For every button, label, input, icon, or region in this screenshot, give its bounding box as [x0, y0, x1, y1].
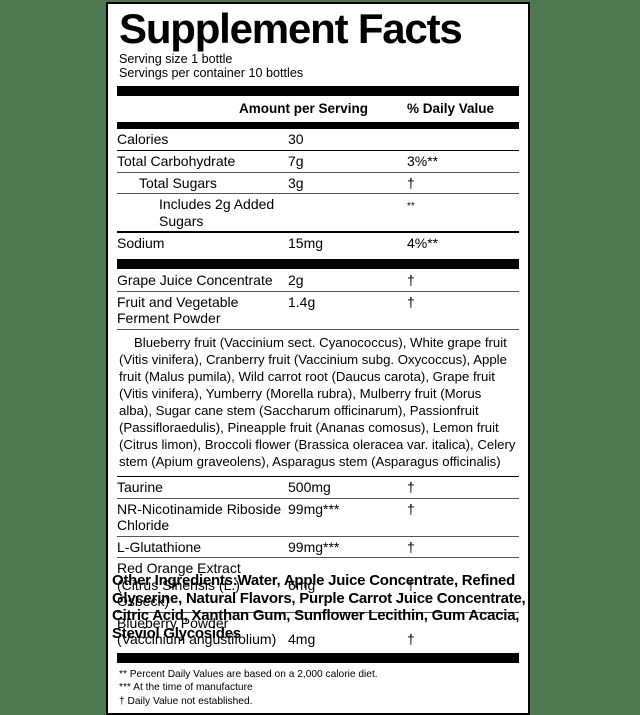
row-name: Includes 2g Added Sugars: [159, 196, 275, 229]
row-amount: 3g: [288, 174, 304, 191]
table-row: NR-Nicotinamide Riboside Chloride 99mg**…: [117, 499, 519, 536]
table-row: Total Carbohydrate 7g 3%**: [117, 151, 519, 172]
row-daily-value: †: [407, 174, 415, 191]
row-divider: [117, 171, 519, 173]
table-row: Total Sugars 3g †: [117, 173, 519, 194]
table-row: Calories 30: [117, 129, 519, 150]
row-divider: [117, 557, 519, 559]
row-amount: 99mg***: [288, 500, 340, 517]
row-name: Sodium: [117, 234, 165, 251]
row-name-secondary: (Citrus Sinensis (L.) Osbeck): [117, 576, 240, 610]
column-header-amount: Amount per Serving: [239, 101, 369, 117]
row-amount: 1.4g: [288, 293, 316, 310]
row-name: Fruit and Vegetable Ferment Powder: [117, 293, 239, 327]
table-row: Includes 2g Added Sugars **: [117, 194, 519, 231]
row-daily-value: †: [407, 538, 415, 555]
row-daily-value: †: [407, 500, 415, 517]
row-name: Blueberry Powder: [117, 614, 229, 631]
row-name: Total Carbohydrate: [117, 153, 236, 170]
table-row: L-Glutathione 99mg*** †: [117, 537, 519, 558]
servings-per-container-text: Servings per container 10 bottles: [119, 66, 304, 81]
supplement-facts-panel: Supplement Facts Serving size 1 bottle S…: [106, 2, 530, 715]
divider-bar-footnotes: [117, 652, 519, 663]
row-name: L-Glutathione: [117, 538, 202, 555]
table-row: Red Orange Extract: [117, 558, 519, 577]
table-row: Grape Juice Concentrate 2g †: [117, 269, 519, 291]
row-divider: [117, 290, 519, 292]
row-divider: [117, 149, 519, 152]
other-ingredients-block: Other Ingredients:Water, Apple Juice Con…: [112, 572, 536, 643]
footnote-daily-values: ** Percent Daily Values are based on a 2…: [119, 668, 378, 680]
row-amount: 15mg: [288, 234, 324, 251]
footnote-dagger: † Daily Value not established.: [119, 695, 253, 707]
row-divider: [117, 535, 519, 537]
divider-bar-top: [117, 86, 519, 97]
page-title: Supplement Facts: [119, 5, 463, 52]
table-row: Sodium 15mg 4%**: [117, 233, 519, 254]
row-amount: 7g: [288, 153, 304, 170]
row-divider: [117, 193, 519, 195]
row-daily-value: †: [407, 293, 415, 310]
footnotes: ** Percent Daily Values are based on a 2…: [117, 663, 519, 709]
column-headers: Amount per Serving % Daily Value: [117, 96, 519, 119]
row-name: NR-Nicotinamide Riboside Chloride: [117, 500, 282, 534]
row-divider: [117, 231, 519, 233]
row-divider: [117, 611, 519, 613]
row-divider: [117, 475, 519, 478]
table-row: Taurine 500mg †: [117, 477, 519, 498]
row-amount: 2g: [288, 272, 304, 289]
other-ingredients-text: Water, Apple Juice Concentrate, Refined …: [112, 572, 526, 643]
row-divider: [117, 328, 519, 330]
row-divider: [117, 497, 519, 499]
blend-ingredient-list: Blueberry fruit (Vaccinium sect. Cyanoco…: [119, 334, 516, 469]
row-daily-value: †: [407, 272, 415, 289]
row-daily-value: †: [407, 479, 415, 496]
row-daily-value: 3%**: [407, 153, 439, 170]
table-row: Blueberry Powder: [117, 613, 519, 632]
row-amount: 99mg***: [288, 538, 340, 555]
divider-bar-headers: [117, 122, 519, 130]
row-name: Grape Juice Concentrate: [117, 272, 273, 289]
row-name: Red Orange Extract: [117, 560, 241, 577]
footnote-manufacture: *** At the time of manufacture: [119, 682, 253, 694]
table-row: Fruit and Vegetable Ferment Powder 1.4g …: [117, 292, 519, 329]
row-name: Total Sugars: [139, 174, 217, 191]
row-amount: 500mg: [288, 479, 331, 496]
divider-bar-proprietary: [117, 259, 519, 270]
row-name: Calories: [117, 131, 169, 148]
row-daily-value: 4%**: [407, 234, 439, 251]
row-amount: 30: [288, 131, 304, 148]
row-amount: 6mg: [288, 576, 316, 593]
row-daily-value: †: [407, 576, 415, 593]
row-daily-value: **: [407, 201, 415, 213]
column-header-daily-value: % Daily Value: [407, 101, 495, 117]
table-row-continuation: (Citrus Sinensis (L.) Osbeck) 6mg †: [117, 577, 519, 612]
row-daily-value: †: [407, 631, 415, 648]
serving-size-text: Serving size 1 bottle: [119, 52, 233, 67]
row-name: Taurine: [117, 479, 163, 496]
other-ingredients-label: Other Ingredients:: [112, 572, 238, 589]
